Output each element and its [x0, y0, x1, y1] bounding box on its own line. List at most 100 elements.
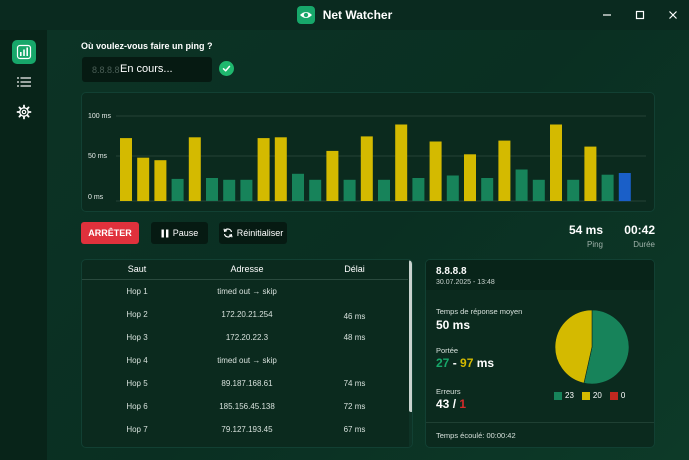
errors-total: 43 — [436, 397, 450, 411]
table-row[interactable]: Hop 7 79.127.193.45 67 ms — [82, 419, 408, 442]
close-button[interactable] — [656, 0, 689, 30]
app-title-group: Net Watcher — [296, 6, 392, 24]
duration-stat: 00:42 Durée — [613, 223, 655, 249]
main-content: Où voulez-vous faire un ping ? 8.8.8.8 E… — [47, 30, 689, 460]
range-value: 27 - 97 ms — [436, 356, 494, 370]
ping-bar — [257, 138, 270, 201]
address-cell: 89.187.168.61 — [221, 379, 273, 388]
ping-bar — [188, 137, 201, 202]
table-row[interactable]: Hop 1 timed out → skip — [82, 281, 408, 304]
maximize-icon — [635, 10, 644, 20]
ping-bar — [223, 179, 236, 202]
duration-value: 00:42 — [624, 223, 655, 237]
y-tick-label-100: 100 ms — [88, 113, 111, 120]
ping-stat-label: Ping — [586, 240, 603, 249]
ping-bar — [515, 169, 528, 201]
ping-chart-svg: 100 ms 50 ms 0 ms — [88, 113, 646, 202]
details-date: 30.07.2025 - 13:48 — [436, 279, 495, 286]
column-header-delay: Délai — [344, 264, 365, 274]
ping-bar — [171, 178, 184, 201]
gear-icon — [16, 104, 31, 120]
table-row[interactable]: Hop 2 172.20.21.254 46 ms — [82, 304, 408, 327]
ping-target-input[interactable]: 8.8.8.8 En cours... — [82, 57, 212, 82]
ping-bar — [464, 154, 476, 202]
ping-bar — [360, 136, 373, 201]
check-icon — [219, 61, 234, 76]
table-row[interactable]: Hop 6 185.156.45.138 72 ms — [82, 396, 408, 419]
ping-chart: 100 ms 50 ms 0 ms — [81, 92, 655, 212]
legend-label-failed: 0 — [620, 391, 626, 400]
details-panel: 8.8.8.8 30.07.2025 - 13:48 Temps de répo… — [425, 259, 655, 448]
stop-button[interactable]: ARRÊTER — [81, 222, 139, 244]
legend-item-slow: 20 — [581, 391, 602, 400]
hop-cell: Hop 4 — [126, 356, 148, 365]
ping-bar — [481, 178, 494, 201]
hop-table-scrollbar[interactable] — [409, 260, 412, 447]
duration-stat-label: Durée — [633, 240, 655, 249]
address-cell: 172.20.21.254 — [221, 310, 273, 319]
hop-cell: Hop 1 — [126, 287, 148, 296]
ping-bar — [120, 138, 132, 201]
ping-bar — [292, 173, 304, 201]
address-cell: 79.127.193.45 — [221, 425, 273, 434]
errors-value: 43 / 1 — [436, 397, 466, 411]
hop-cell: Hop 3 — [126, 333, 148, 342]
delay-cell: 72 ms — [343, 402, 366, 411]
ping-bar — [395, 124, 408, 201]
list-icon — [16, 77, 31, 87]
reset-label: Réinitialiser — [236, 228, 284, 238]
table-row[interactable]: Hop 3 172.20.22.3 48 ms — [82, 327, 408, 350]
maximize-button[interactable] — [623, 0, 656, 30]
ping-bar — [429, 141, 442, 201]
address-cell: timed out → skip — [217, 356, 277, 365]
ping-bar — [567, 179, 580, 202]
ping-bar — [550, 124, 562, 201]
column-header-address: Adresse — [230, 264, 264, 274]
table-row[interactable]: Hop 5 89.187.168.61 74 ms — [82, 373, 408, 396]
minimize-button[interactable] — [590, 0, 623, 30]
ping-bar — [498, 140, 511, 201]
ping-bar — [206, 178, 218, 201]
sidebar-item-settings[interactable] — [12, 100, 36, 124]
ping-stat: 54 ms Ping — [555, 223, 603, 249]
pie-legend: 23 20 0 — [554, 391, 625, 400]
hop-cell: Hop 5 — [126, 379, 148, 388]
reset-button[interactable]: Réinitialiser — [219, 222, 287, 244]
delay-cell: 46 ms — [343, 312, 366, 321]
results-pie-chart — [554, 309, 630, 385]
ping-bar — [309, 179, 322, 202]
scrollbar-thumb[interactable] — [409, 260, 412, 412]
range-unit: ms — [473, 356, 495, 370]
close-icon — [668, 11, 677, 19]
hop-cell: Hop 7 — [126, 425, 148, 434]
sidebar-item-list[interactable] — [12, 70, 36, 94]
errors-count: 1 — [459, 397, 467, 411]
table-row[interactable]: Hop 4 timed out → skip — [82, 350, 408, 373]
ping-bar — [326, 150, 339, 201]
details-header: 8.8.8.8 30.07.2025 - 13:48 — [426, 260, 654, 290]
ping-question-label: Où voulez-vous faire un ping ? — [81, 41, 213, 51]
delay-cell: 48 ms — [343, 333, 366, 342]
legend-label-success: 23 — [565, 391, 574, 400]
avg-response-value: 50 ms — [436, 318, 471, 332]
title-bar: Net Watcher — [0, 0, 689, 30]
address-cell: timed out → skip — [217, 287, 277, 296]
legend-item-success: 23 — [554, 391, 574, 400]
ping-status-text: En cours... — [120, 63, 173, 75]
ping-bar — [378, 179, 390, 202]
range-separator: - — [449, 356, 461, 370]
ping-bar — [601, 174, 614, 201]
range-min: 27 — [436, 356, 450, 370]
sidebar — [0, 30, 47, 460]
ping-bar — [137, 157, 150, 202]
sidebar-item-chart[interactable] — [11, 40, 36, 64]
delay-cell: 74 ms — [343, 379, 366, 388]
pause-button[interactable]: Pause — [151, 222, 208, 244]
hop-table-header: Saut Adresse Délai — [82, 260, 408, 280]
ping-bar — [584, 146, 597, 201]
ping-bar — [412, 178, 425, 201]
elapsed-time: Temps écoulé: 00:00:42 — [426, 422, 654, 447]
refresh-icon — [223, 228, 233, 238]
hop-cell: Hop 2 — [126, 310, 148, 319]
delay-cell: 67 ms — [343, 425, 366, 434]
